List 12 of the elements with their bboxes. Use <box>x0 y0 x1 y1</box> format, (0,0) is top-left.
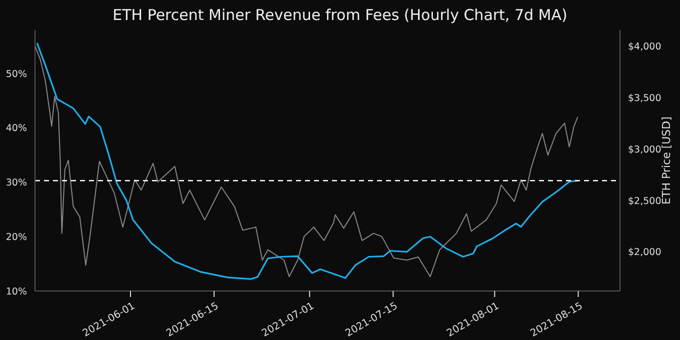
y2-axis-title: ETH Price [USD] <box>660 116 673 204</box>
y2-tick-label: $3,000 <box>628 144 662 156</box>
y2-tick-label: $4,000 <box>628 41 662 52</box>
y2-tick-label: $2,000 <box>628 247 662 258</box>
y-tick-label: 20% <box>6 232 27 243</box>
y-tick-label: 50% <box>6 68 27 80</box>
y2-tick-label: $3,500 <box>628 92 662 104</box>
y2-tick-label: $2,500 <box>628 196 662 207</box>
chart-title: ETH Percent Miner Revenue from Fees (Hourly Chart, 7d MA) <box>112 6 568 24</box>
y-tick-label: 30% <box>6 178 27 189</box>
y-tick-label: 40% <box>6 123 27 134</box>
y-tick-label: 10% <box>6 286 27 298</box>
